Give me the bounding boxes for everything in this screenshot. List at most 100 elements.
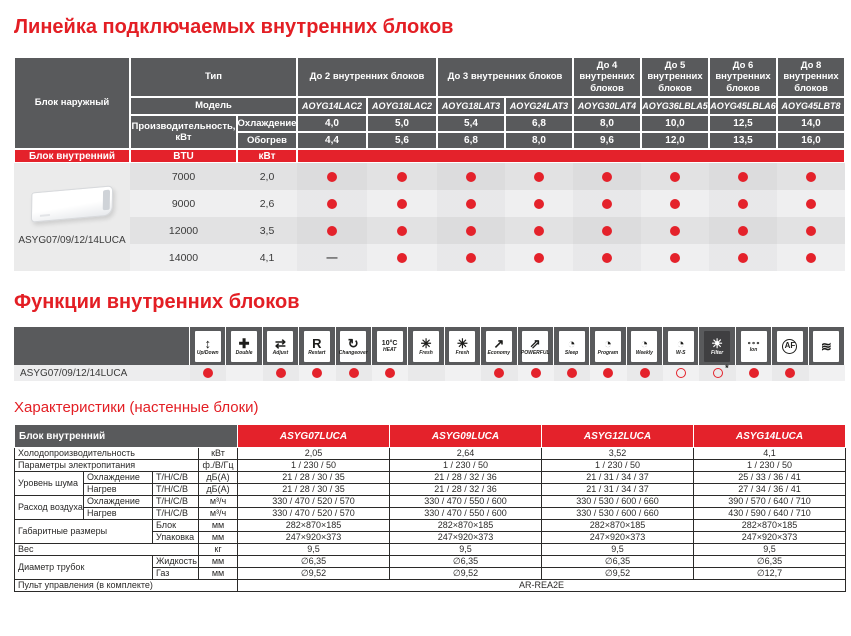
spec-cell: AR-REA2E <box>237 579 846 592</box>
ws-timer-icon-label: W-S <box>675 349 686 356</box>
compat-dot <box>709 244 777 271</box>
group-header: До 4 внутренних блоков <box>573 57 641 97</box>
compat-dot-glyph <box>670 225 680 236</box>
spec-model-header: ASYG14LUCA <box>693 424 846 448</box>
program-timer-icon-label: Program <box>597 349 619 356</box>
compat-dot-glyph <box>466 225 476 236</box>
apple-catechin-filter-icon-glyph: AF <box>782 338 798 354</box>
model-name-header: AOYG18LAT3 <box>437 97 505 115</box>
compat-cell <box>367 244 437 271</box>
weekly-timer-icon-glyph: ◔ <box>640 335 649 351</box>
spec-cell: 247×920×373 <box>237 531 390 544</box>
table-row: Расход воздуха Охлаждение Т/Н/С/В м³/ч 330 /… <box>14 495 846 520</box>
spec-cell: 282×870×185 <box>693 519 846 532</box>
compat-dot <box>437 190 505 217</box>
compat-dot <box>437 217 505 244</box>
program-timer-icon: ◔ Program <box>594 330 621 362</box>
filter-icon-label: Filter <box>711 349 724 356</box>
sleep-timer-icon-label: Sleep <box>564 349 579 356</box>
function-dot-glyph <box>494 368 505 378</box>
function-dot-glyph <box>348 368 359 378</box>
cooling-capacity-value: 8,0 <box>573 115 641 132</box>
indoor-unit-row-header: Блок внутренний <box>14 149 130 163</box>
compat-cell <box>505 190 573 217</box>
spec-cell: 21 / 28 / 30 / 35 <box>237 483 390 496</box>
compat-cell <box>709 163 777 190</box>
function-circle-star-glyph: * <box>712 363 729 378</box>
function-dot <box>299 365 335 381</box>
compat-dot <box>641 217 709 244</box>
spec-body: Холодопроизводительность кВт 2,05 2,64 3,52 4… <box>14 447 846 592</box>
function-dot-glyph <box>603 368 614 378</box>
model-name-header: AOYG14LAC2 <box>297 97 367 115</box>
function-icon-cell: ☀ Filter <box>699 327 736 365</box>
filter-icon-glyph: ☀ <box>711 335 723 351</box>
filter-icon: ☀ Filter <box>704 330 731 362</box>
compat-dot <box>573 163 641 190</box>
indoor-unit-photo-cell: ASYG07/09/12/14LUCA <box>14 163 130 271</box>
spec-cell: ∅6,35 <box>541 555 694 568</box>
compat-cell <box>297 217 367 244</box>
compat-dot-glyph <box>534 171 544 182</box>
spec-cell: кВт <box>198 447 238 460</box>
function-support-cell <box>190 365 227 381</box>
capacity-header: Производительность, кВт <box>130 115 237 149</box>
compat-cell <box>367 190 437 217</box>
function-circle-star: * <box>699 363 735 381</box>
spec-cell: 1 / 230 / 50 <box>237 459 390 472</box>
spec-cell: 330 / 530 / 600 / 660 <box>541 495 694 508</box>
btu-value: 7000 <box>130 163 237 190</box>
spec-cell: ∅6,35 <box>693 555 846 568</box>
compat-dot-glyph <box>738 171 748 182</box>
function-support-cell <box>808 365 845 381</box>
spec-corner-header: Блок внутренний <box>14 424 238 448</box>
compat-dot <box>367 244 437 271</box>
spec-cell: Нагрев <box>83 507 153 520</box>
table-row: Нагрев Т/Н/С/В м³/ч 330 / 470 / 520 / 570 33… <box>15 507 846 520</box>
type-header: Тип <box>130 57 297 97</box>
spec-cell: мм <box>198 567 238 580</box>
adjust-airflow-icon-glyph: ⇄ <box>275 335 286 351</box>
functions-model-row-label: ASYG07/09/12/14LUCA <box>14 365 190 381</box>
heating-capacity-value: 12,0 <box>641 132 709 149</box>
unit-vent-panel <box>102 189 111 211</box>
compat-dot <box>297 163 367 190</box>
compat-cell <box>777 217 845 244</box>
group-header: До 2 внутренних блоков <box>297 57 437 97</box>
compat-cell <box>777 190 845 217</box>
spec-cell: ∅9,52 <box>237 567 390 580</box>
compat-dot <box>297 190 367 217</box>
compat-dot-glyph <box>738 198 748 209</box>
double-swing-icon: ✚ Double <box>231 330 258 362</box>
compat-cell <box>505 244 573 271</box>
spec-cell: 4,1 <box>693 447 846 460</box>
btu-value: 9000 <box>130 190 237 217</box>
spec-cell: 2,64 <box>389 447 542 460</box>
compat-dot-glyph <box>670 198 680 209</box>
function-dot <box>336 365 372 381</box>
spec-cell: ∅6,35 <box>237 555 390 568</box>
model-row-header: Модель <box>130 97 297 115</box>
compat-dot-glyph <box>670 171 680 182</box>
spec-cell: кг <box>198 543 238 556</box>
spec-cell: 2,05 <box>237 447 390 460</box>
compat-cell <box>573 190 641 217</box>
heat-10c-icon-glyph: 10°C <box>381 339 398 347</box>
ws-timer-icon-glyph: ◔ <box>676 335 685 351</box>
compat-cell <box>367 163 437 190</box>
function-icon-cell: ◔ Weekly <box>626 327 664 365</box>
function-dot-glyph <box>567 368 578 378</box>
function-icon-cell: AF <box>772 327 809 365</box>
auto-changeover-icon: ↻ Changeover <box>339 330 368 362</box>
spec-cell: Т/Н/С/В <box>152 483 199 496</box>
spec-cell: ф./В/Гц <box>198 459 238 472</box>
table-row: Диаметр трубок Жидкость мм ∅6,35 ∅6,35 ∅6,35 ∅… <box>14 555 846 580</box>
table-row: Газ мм ∅9,52 ∅9,52 ∅9,52 ∅12,7 <box>15 567 846 580</box>
spec-cell: Т/Н/С/В <box>152 471 199 484</box>
double-swing-icon-label: Double <box>235 349 253 356</box>
table-row: Пульт управления (в комплекте) AR-REA2E <box>14 579 846 592</box>
spec-cell: 21 / 31 / 34 / 37 <box>541 483 694 496</box>
compat-dash: — <box>297 244 367 271</box>
indoor-unit-image <box>30 185 114 223</box>
spec-cell: 25 / 33 / 36 / 41 <box>693 471 846 484</box>
